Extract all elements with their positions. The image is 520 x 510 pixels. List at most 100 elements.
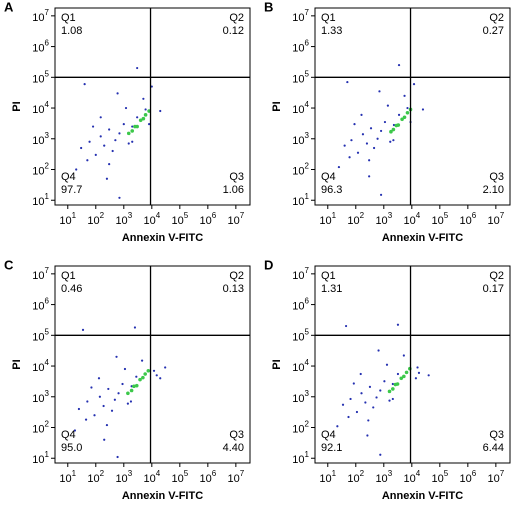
- plot-frame: [54, 7, 251, 206]
- tick-label: 102: [292, 162, 309, 178]
- quadrant-name: Q2: [229, 270, 244, 282]
- event-dot: [130, 129, 135, 133]
- tick-label: 101: [292, 450, 309, 466]
- event-dot: [129, 388, 134, 393]
- event-dot: [360, 113, 363, 116]
- event-dot: [136, 66, 139, 70]
- tick-label: 105: [32, 69, 49, 85]
- event-dot: [404, 370, 409, 375]
- tick-label: 103: [115, 469, 132, 485]
- event-dot: [360, 392, 363, 395]
- event-dot: [350, 139, 353, 142]
- quadrant-value: 97.7: [61, 184, 82, 196]
- event-dot: [86, 159, 89, 162]
- panel-label: C: [4, 257, 14, 272]
- event-dot: [344, 324, 348, 328]
- tick-label: 102: [347, 211, 364, 227]
- tick-label: 103: [115, 211, 132, 227]
- event-dot: [134, 383, 139, 388]
- tick-label: 105: [32, 327, 49, 343]
- event-dot: [113, 398, 116, 401]
- quadrant-name: Q1: [61, 270, 76, 282]
- event-dot: [367, 419, 370, 422]
- event-dot: [117, 392, 120, 395]
- event-dot: [388, 399, 391, 402]
- quadrant-name: Q2: [489, 12, 504, 24]
- quadrant-name: Q4: [321, 171, 336, 183]
- event-dot: [379, 193, 383, 196]
- event-dot: [105, 177, 109, 180]
- event-dot: [386, 104, 389, 107]
- event-dot: [406, 106, 409, 110]
- quadrant-value: 1.31: [321, 283, 342, 295]
- event-dot: [141, 116, 146, 121]
- tick-label: 104: [292, 100, 309, 116]
- tick-label: 107: [32, 8, 49, 24]
- quadrant-value: 1.08: [61, 25, 82, 37]
- event-dot: [336, 425, 339, 428]
- event-dot: [126, 402, 129, 405]
- event-dot: [391, 387, 395, 391]
- tick-label: 106: [292, 297, 309, 313]
- event-dot: [81, 328, 85, 331]
- event-dot: [392, 123, 396, 127]
- event-dot: [127, 142, 130, 145]
- event-dot: [383, 120, 387, 124]
- event-dot: [83, 83, 86, 86]
- plot-frame: [314, 265, 511, 464]
- event-dot: [356, 151, 360, 154]
- tick-label: 106: [32, 39, 49, 55]
- event-dot: [399, 376, 404, 381]
- quadrant-name: Q1: [321, 12, 336, 24]
- event-dot: [378, 90, 381, 93]
- event-dot: [346, 80, 349, 84]
- tick-label: 106: [199, 469, 216, 485]
- tick-label: 107: [487, 469, 504, 485]
- event-dot: [366, 434, 369, 437]
- event-dot: [403, 94, 406, 97]
- event-dot: [155, 374, 158, 377]
- event-dot: [396, 323, 400, 326]
- event-dot: [387, 389, 392, 394]
- event-dot: [143, 113, 148, 117]
- tick-label: 104: [403, 469, 420, 485]
- quadrant-value: 0.46: [61, 283, 82, 295]
- event-dot: [105, 423, 109, 427]
- tick-label: 107: [292, 8, 309, 24]
- quadrant-value: 0.27: [483, 25, 504, 37]
- tick-label: 101: [59, 211, 76, 227]
- tick-label: 104: [403, 211, 420, 227]
- tick-label: 104: [143, 469, 160, 485]
- event-dot: [131, 140, 134, 143]
- event-dot: [368, 159, 371, 162]
- event-dot: [391, 127, 396, 132]
- event-dot: [91, 125, 95, 128]
- event-dot: [402, 115, 407, 120]
- event-dot: [383, 380, 386, 383]
- event-dot: [102, 404, 105, 408]
- event-dot: [392, 139, 395, 142]
- event-dot: [99, 135, 102, 138]
- event-dot: [133, 326, 137, 329]
- event-dot: [377, 349, 380, 352]
- event-dot: [396, 372, 400, 376]
- tick-label: 105: [292, 69, 309, 85]
- tick-label: 103: [32, 131, 49, 147]
- tick-label: 102: [32, 420, 49, 436]
- tick-label: 102: [87, 469, 104, 485]
- event-dot: [138, 118, 143, 123]
- quadrant-value: 0.12: [223, 25, 244, 37]
- plot-frame: [314, 7, 511, 206]
- event-dot: [368, 175, 371, 178]
- panel-label: A: [4, 0, 14, 14]
- quadrant-name: Q3: [489, 429, 504, 441]
- event-dot: [396, 123, 401, 127]
- event-dot: [347, 415, 350, 419]
- tick-label: 107: [487, 211, 504, 227]
- plot-frame: [54, 265, 251, 464]
- event-dot: [122, 123, 125, 126]
- event-dot: [152, 369, 156, 372]
- event-dot: [355, 410, 359, 414]
- event-dot: [90, 386, 93, 389]
